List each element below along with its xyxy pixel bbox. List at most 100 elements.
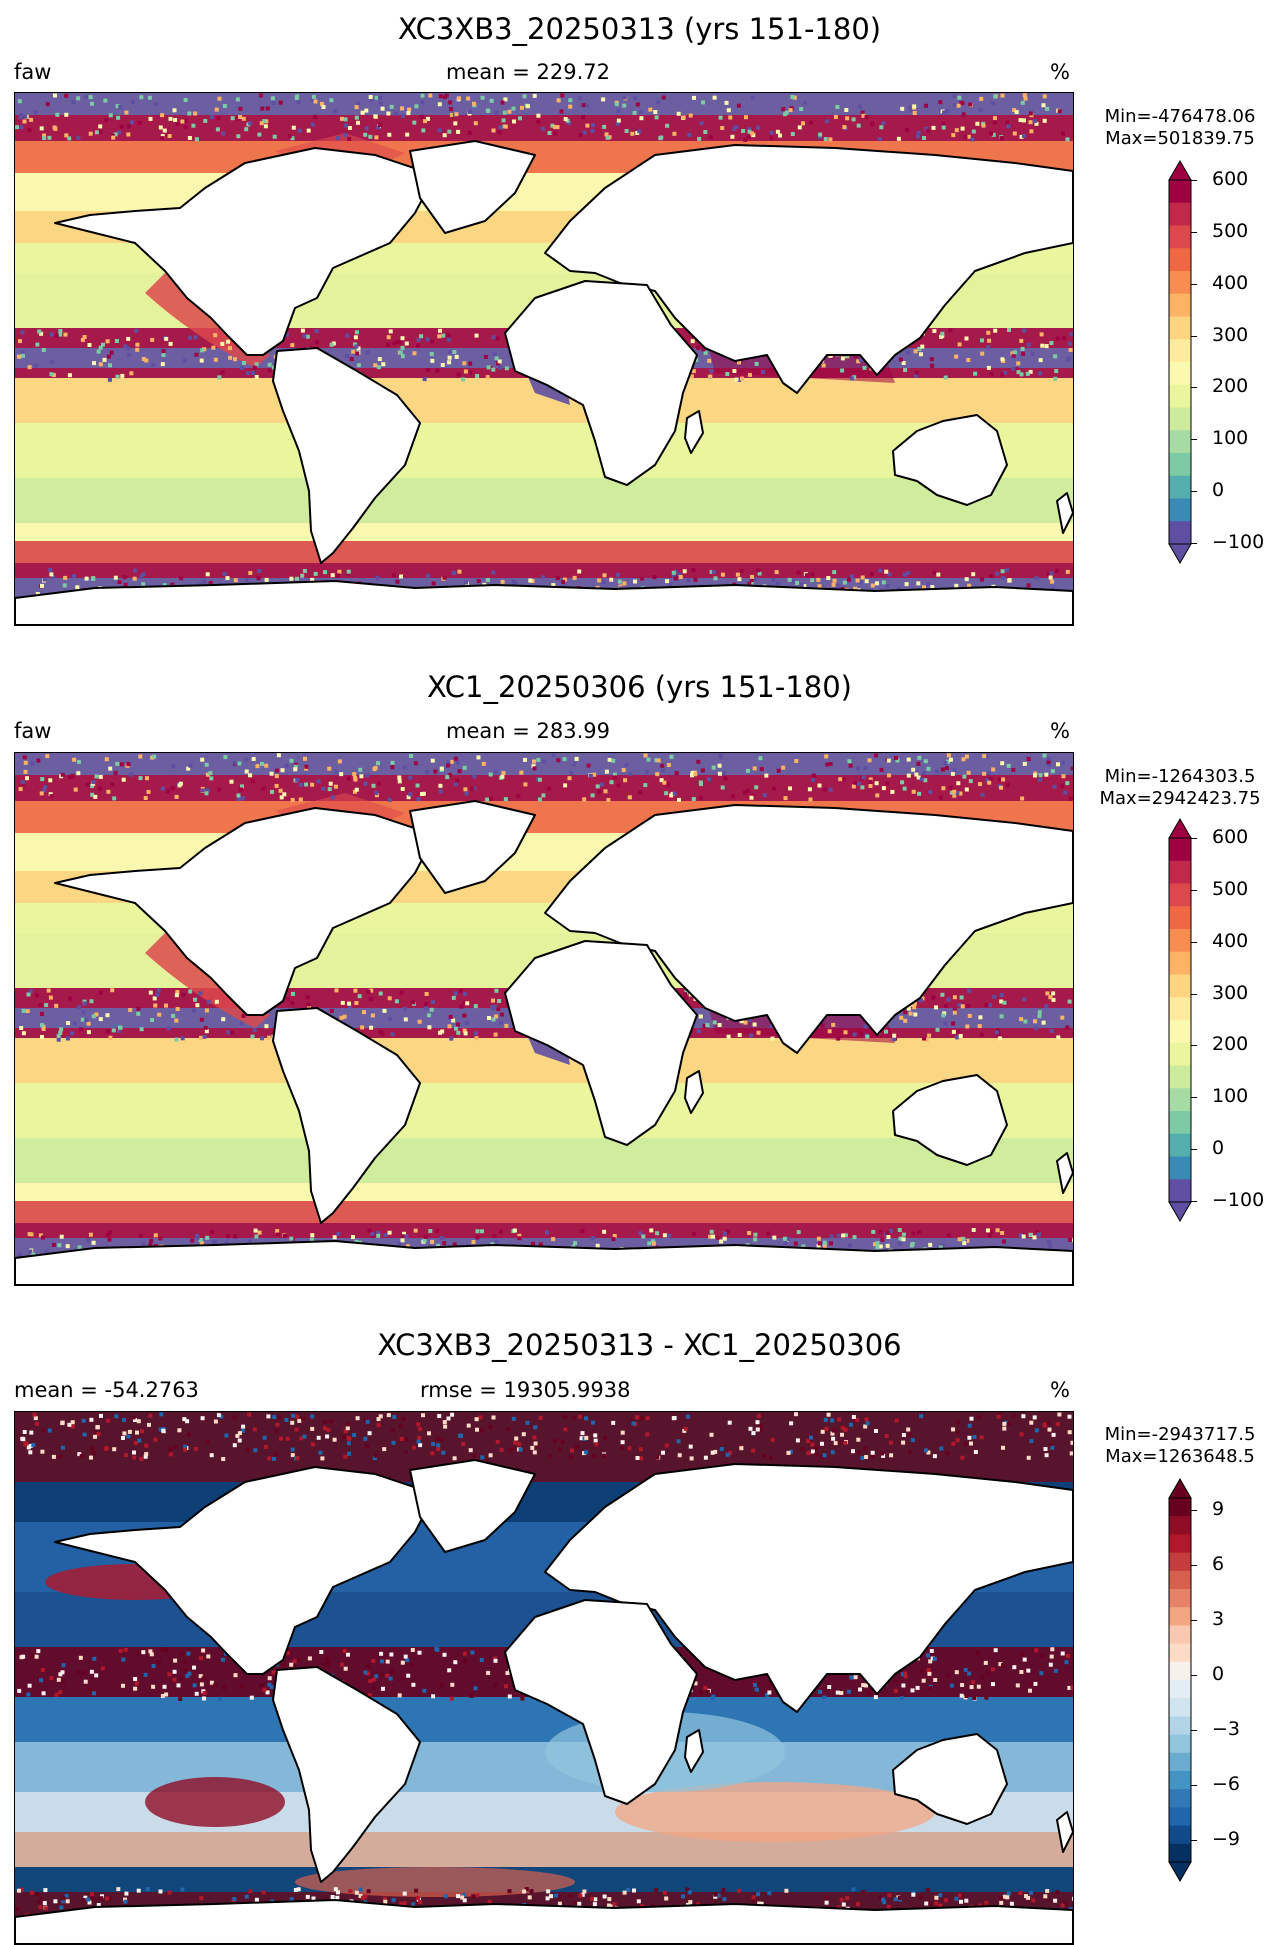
colorbar-segment: [1169, 1843, 1191, 1863]
colorbar-extend-max: [1168, 818, 1192, 839]
colorbar-segment: [1169, 1156, 1191, 1180]
colorbar-segment: [1169, 951, 1191, 976]
units-label: %: [1050, 60, 1070, 84]
colorbar-segment: [1169, 1771, 1191, 1790]
colorbar-frame: [1168, 837, 1192, 1203]
colorbar-segment: [1169, 1589, 1191, 1608]
colorbar-segment: [1169, 1752, 1191, 1772]
land-antarctica: [15, 1899, 1073, 1944]
colorbar-extend-min: [1168, 543, 1192, 564]
units-label: %: [1050, 1378, 1070, 1402]
land-africa: [504, 280, 698, 486]
land-australia: [892, 1074, 1008, 1166]
land-north-america: [54, 1466, 436, 1675]
center-label: rmse = 19305.9938: [420, 1378, 631, 1402]
colorbar-segment: [1169, 202, 1191, 227]
colorbar-segment: [1169, 271, 1191, 295]
colorbar-tick-label: 6: [1212, 1553, 1225, 1575]
colorbar-tick-label: 600: [1212, 826, 1249, 848]
land-masses: [15, 1459, 1073, 1944]
land-madagascar: [684, 1070, 704, 1114]
colorbar-tick-label: 400: [1212, 929, 1249, 952]
colorbar-segment: [1169, 1065, 1191, 1089]
map-canvas: [15, 1412, 1073, 1944]
panel-title: XC3XB3_20250313 (yrs 151-180): [397, 12, 882, 46]
colorbar-tick-mark: [1191, 1565, 1197, 1566]
colorbar-tick-mark: [1191, 1149, 1197, 1151]
land-south-america: [272, 1007, 421, 1224]
colorbar-segment: [1169, 384, 1191, 409]
colorbar-segment: [1169, 453, 1191, 477]
colorbar-tick-label: 0: [1212, 1663, 1225, 1685]
colorbar-segment: [1169, 1042, 1191, 1067]
land-eurasia: [544, 804, 1073, 1054]
land-africa: [504, 940, 698, 1146]
center-label: mean = 283.99: [446, 719, 610, 743]
min-text: Min=-476478.06: [1104, 106, 1256, 127]
land-australia: [892, 414, 1008, 506]
colorbar-segment: [1169, 1680, 1191, 1699]
colorbar-tick-mark: [1191, 180, 1197, 181]
land-masses: [15, 800, 1073, 1285]
colorbar-segment: [1169, 1534, 1191, 1554]
colorbar-tick-label: 500: [1212, 877, 1249, 900]
colorbar-segment: [1169, 974, 1191, 998]
land-madagascar: [684, 1729, 704, 1773]
map-canvas: [15, 753, 1073, 1285]
panel-title: XC1_20250306 (yrs 151-180): [427, 670, 852, 704]
land-greenland: [409, 140, 536, 234]
colorbar-segment: [1169, 498, 1191, 522]
colorbar-frame: [1168, 179, 1192, 545]
map-plot: [14, 1411, 1074, 1945]
colorbar-tick-label: −3: [1212, 1718, 1241, 1740]
max-text: Max=1263648.5: [1105, 1446, 1255, 1467]
colorbar: [1168, 818, 1192, 1222]
colorbar: [1168, 160, 1192, 564]
colorbar-tick-mark: [1191, 838, 1197, 839]
map-canvas: [15, 93, 1073, 625]
colorbar-tick-label: 600: [1212, 168, 1249, 190]
colorbar-tick-mark: [1191, 1675, 1197, 1676]
colorbar-extend-min: [1168, 1201, 1192, 1222]
min-text: Min=-1264303.5: [1104, 766, 1256, 787]
land-antarctica: [15, 580, 1073, 625]
land-north-america: [54, 807, 436, 1016]
map-plot: [14, 92, 1074, 626]
colorbar-tick-mark: [1191, 1510, 1197, 1511]
colorbar-segment: [1169, 883, 1191, 907]
colorbar-tick-label: 3: [1212, 1608, 1225, 1630]
land-south-america: [272, 347, 421, 564]
colorbar-tick-mark: [1191, 1620, 1197, 1621]
land-new-zealand: [1056, 1811, 1073, 1853]
colorbar-extend-max: [1168, 160, 1192, 181]
colorbar-segment: [1169, 430, 1191, 454]
colorbar-tick-mark: [1191, 941, 1197, 943]
colorbar-extend-min: [1168, 1861, 1192, 1882]
colorbar: [1168, 1478, 1192, 1882]
colorbar-tick-mark: [1191, 231, 1197, 233]
land-antarctica: [15, 1240, 1073, 1285]
colorbar-tick-label: 300: [1212, 981, 1249, 1004]
colorbar-tick-mark: [1191, 993, 1197, 995]
colorbar-frame: [1168, 1497, 1192, 1863]
colorbar-segment: [1169, 362, 1191, 386]
colorbar-tick-mark: [1191, 335, 1197, 337]
colorbar-tick-label: −9: [1212, 1828, 1241, 1850]
land-north-america: [54, 147, 436, 356]
colorbar-segment: [1169, 1716, 1191, 1736]
colorbar-tick-mark: [1191, 1785, 1197, 1786]
colorbar-tick-label: 500: [1212, 219, 1249, 242]
colorbar-tick-mark: [1191, 543, 1197, 544]
colorbar-segment: [1169, 1088, 1191, 1112]
land-new-zealand: [1056, 492, 1073, 534]
colorbar-tick-mark: [1191, 889, 1197, 891]
colorbar-segment: [1169, 521, 1191, 545]
colorbar-segment: [1169, 1643, 1191, 1663]
colorbar-segment: [1169, 1570, 1191, 1590]
colorbar-segment: [1169, 339, 1191, 363]
colorbar-tick-label: −6: [1212, 1773, 1241, 1795]
colorbar-tick-label: 300: [1212, 323, 1249, 346]
land-africa: [504, 1599, 698, 1805]
left-label: faw: [14, 719, 52, 743]
colorbar-segment: [1169, 180, 1191, 204]
